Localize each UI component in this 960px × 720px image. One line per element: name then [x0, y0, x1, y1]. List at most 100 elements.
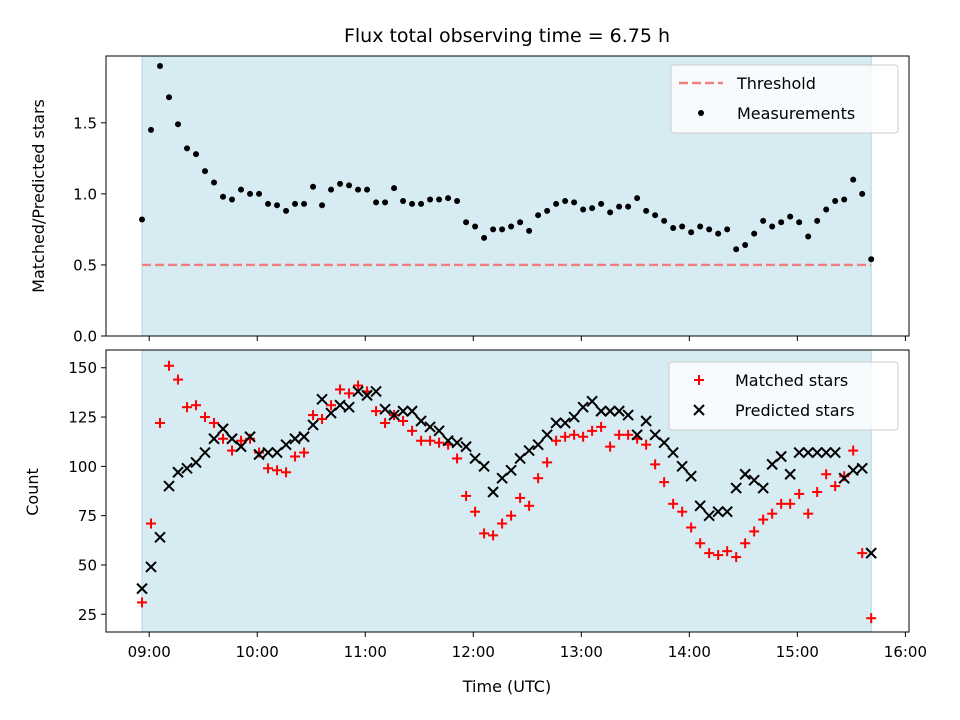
measurement-point	[319, 202, 326, 209]
predicted-star-point	[370, 385, 382, 398]
measurement-point	[688, 229, 695, 236]
measurement-point	[823, 206, 830, 213]
matched-star-point	[758, 514, 769, 525]
predicted-star-point	[208, 433, 220, 445]
measurement-point	[166, 94, 173, 101]
measurement-point	[247, 190, 254, 197]
measurement-point	[625, 203, 632, 210]
predicted-star-point	[244, 431, 256, 443]
measurement-point	[328, 186, 335, 193]
predicted-star-point	[667, 446, 679, 459]
measurement-point	[679, 223, 686, 230]
matched-star-point	[470, 506, 481, 517]
predicted-star-point	[604, 405, 616, 417]
measurement-point	[202, 168, 209, 175]
measurement-point	[553, 200, 560, 207]
matched-star-point	[380, 417, 391, 428]
measurement-point	[562, 197, 569, 204]
predicted-star-point	[460, 440, 472, 453]
count-y-tick-label: 25	[78, 606, 97, 624]
predicted-star-point	[235, 440, 247, 453]
measurement-point	[481, 234, 488, 241]
matched-star-point	[308, 410, 319, 421]
matched-star-point	[740, 538, 751, 549]
measurement-point	[616, 203, 623, 210]
count-panel: 25 50 75 100 125 150 09:00 10:00 11:00 12:00 13:0…	[23, 349, 927, 696]
matched-star-point	[416, 435, 427, 446]
predicted-star-point	[289, 433, 301, 445]
measurement-point	[445, 195, 452, 202]
measurement-point	[868, 256, 875, 263]
matched-star-point	[263, 463, 274, 474]
measurement-point	[400, 197, 407, 204]
measurement-point	[256, 190, 263, 197]
predicted-star-point	[280, 438, 292, 451]
measurement-point	[634, 195, 641, 202]
predicted-star-point	[703, 509, 715, 522]
measurement-point	[535, 212, 542, 219]
matched-star-point	[650, 459, 661, 470]
measurement-point	[409, 200, 416, 207]
x-tick-label: 09:00	[128, 643, 171, 661]
matched-star-point	[659, 477, 670, 488]
measurement-point	[742, 242, 749, 249]
measurement-point	[463, 219, 470, 226]
measurement-point	[598, 200, 605, 207]
measurement-point	[805, 233, 812, 240]
measurement-point	[670, 224, 677, 231]
predicted-star-point	[487, 486, 499, 498]
count-y-tick-label: 75	[78, 507, 97, 525]
matched-star-point	[281, 467, 292, 478]
matched-star-point	[677, 506, 688, 517]
measurement-point	[337, 180, 344, 187]
count-y-tick-label: 125	[68, 409, 97, 427]
measurement-point	[661, 217, 668, 224]
matched-star-point	[668, 498, 679, 509]
matched-star-point	[218, 433, 229, 444]
predicted-star-point	[226, 433, 238, 445]
matched-star-point	[605, 441, 616, 452]
measurement-point	[283, 207, 290, 214]
measurement-point	[229, 196, 236, 203]
matched-star-point	[785, 498, 796, 509]
count-legend: Matched stars Predicted stars	[668, 361, 899, 431]
measurement-point	[589, 205, 596, 212]
measurement-point	[733, 246, 740, 253]
matched-star-point	[830, 481, 841, 492]
matched-star-point	[551, 435, 562, 446]
measurement-point	[292, 200, 299, 207]
measurement-point	[238, 186, 245, 193]
matched-star-point	[317, 414, 328, 425]
predicted-star-point	[829, 446, 841, 459]
predicted-star-point	[298, 431, 310, 443]
predicted-star-point	[568, 411, 580, 423]
predicted-star-point	[676, 460, 688, 473]
measurement-point	[310, 183, 317, 190]
matched-star-point	[452, 453, 463, 464]
measurement-point	[697, 223, 704, 230]
chart-title: Flux total observing time = 6.75 h	[344, 25, 670, 47]
measurement-point	[607, 209, 614, 216]
x-axis-label: Time (UTC)	[462, 677, 551, 696]
predicted-star-point	[478, 460, 490, 473]
legend-label: Threshold	[736, 74, 816, 93]
measurement-point	[184, 145, 191, 152]
measurement-point	[346, 182, 353, 189]
ratio-y-axis-label: Matched/Predicted stars	[29, 99, 48, 293]
matched-star-point	[290, 451, 301, 462]
predicted-star-point	[451, 436, 463, 449]
matched-star-point	[146, 518, 157, 529]
matched-star-point	[497, 518, 508, 529]
measurement-point	[787, 213, 794, 220]
matched-star-point	[776, 498, 787, 509]
predicted-star-point	[433, 425, 445, 437]
predicted-star-point	[586, 395, 598, 407]
predicted-star-point	[766, 458, 778, 471]
matched-star-point	[407, 425, 418, 436]
matched-star-point	[299, 447, 310, 458]
measurement-point	[490, 226, 497, 233]
predicted-star-point	[802, 446, 814, 459]
predicted-star-point	[163, 480, 175, 492]
predicted-star-point	[640, 415, 652, 427]
predicted-star-point	[505, 464, 517, 477]
